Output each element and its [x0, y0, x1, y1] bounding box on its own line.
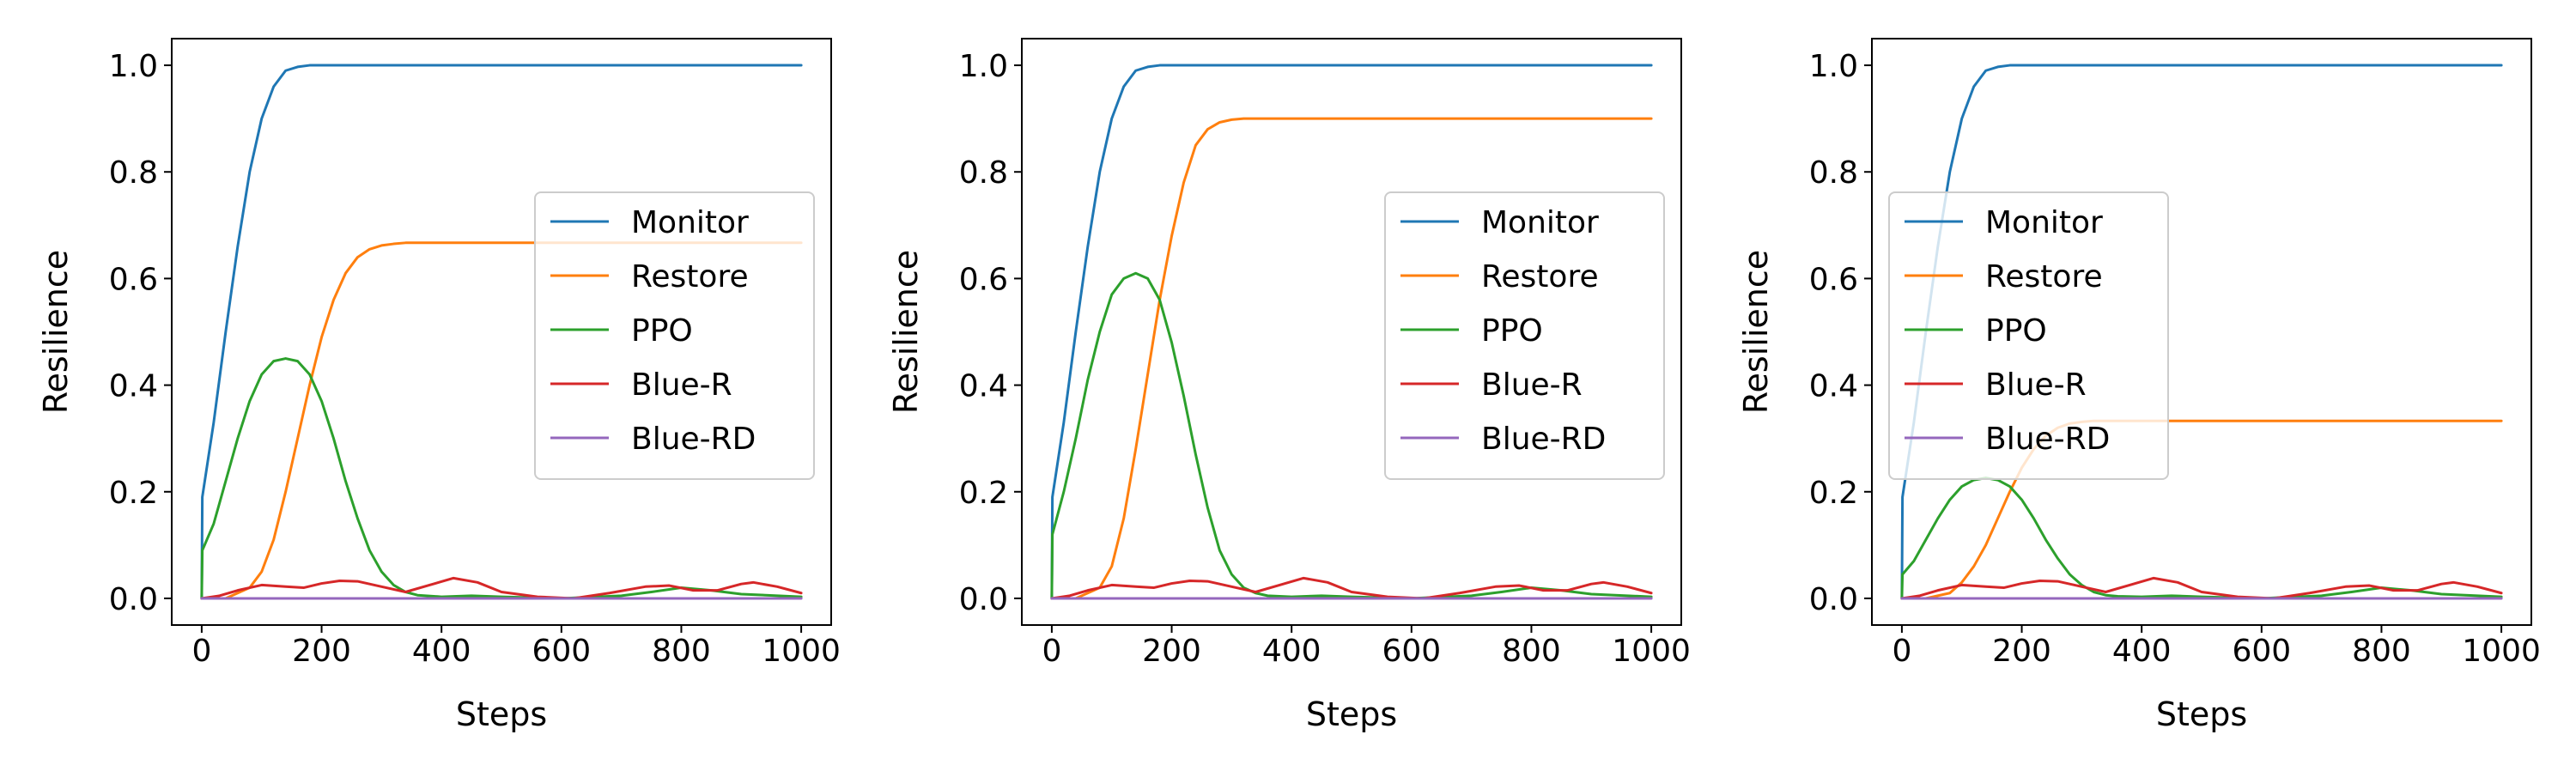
- plot-frame: [1871, 38, 2532, 626]
- y-tick-label: 0.4: [1809, 369, 1858, 404]
- y-tick-label: 0.2: [109, 476, 158, 511]
- series-line-blue-r: [1900, 576, 2503, 600]
- legend-box: [534, 191, 815, 480]
- x-tick-label: 1000: [762, 634, 841, 669]
- series-lines: [1050, 64, 1653, 600]
- legend-label-blue-rd: Blue-RD: [631, 422, 756, 457]
- y-tick-label: 0.8: [1809, 155, 1858, 191]
- x-tick-label: 400: [1262, 634, 1321, 669]
- x-tick-label: 800: [1502, 634, 1561, 669]
- x-tick-label: 800: [2352, 634, 2411, 669]
- y-axis-label: Resilience: [887, 250, 925, 414]
- legend-label-blue-r: Blue-R: [1985, 367, 2087, 403]
- x-tick-label: 0: [191, 634, 211, 669]
- plot-frame: [171, 38, 832, 626]
- x-axis-label: Steps: [2156, 695, 2247, 733]
- series-line-restore: [1050, 117, 1653, 600]
- x-tick-label: 600: [532, 634, 591, 669]
- x-tick-label: 800: [652, 634, 711, 669]
- legend: Monitor Restore PPO Blue-R Blue-RD: [1888, 191, 2169, 480]
- legend: Monitor Restore PPO Blue-R Blue-RD: [534, 191, 815, 480]
- y-tick-label: 0.8: [109, 155, 158, 191]
- x-tick-label: 200: [1992, 634, 2051, 669]
- series-line-monitor: [200, 64, 803, 600]
- series-line-ppo: [1900, 477, 2503, 600]
- legend-label-ppo: PPO: [1481, 313, 1543, 349]
- legend-label-ppo: PPO: [631, 313, 693, 349]
- series-line-blue-r: [200, 576, 803, 600]
- y-tick-label: 0.0: [959, 582, 1008, 617]
- y-tick-label: 1.0: [1809, 49, 1858, 84]
- legend-label-blue-rd: Blue-RD: [1985, 422, 2110, 457]
- series-line-ppo: [1050, 271, 1653, 600]
- legend-label-monitor: Monitor: [1985, 205, 2103, 240]
- series-line-ppo: [200, 357, 803, 600]
- y-tick-label: 1.0: [109, 49, 158, 84]
- series-lines: [200, 64, 803, 600]
- legend-label-blue-rd: Blue-RD: [1481, 422, 1606, 457]
- legend-box: [1888, 191, 2169, 480]
- x-tick-label: 600: [1382, 634, 1441, 669]
- y-tick-label: 0.4: [959, 369, 1008, 404]
- y-axis-label: Resilience: [1737, 250, 1775, 414]
- x-axis-label: Steps: [456, 695, 547, 733]
- y-tick-label: 1.0: [959, 49, 1008, 84]
- y-tick-label: 0.6: [109, 262, 158, 297]
- legend-label-restore: Restore: [1985, 259, 2103, 294]
- x-tick-label: 200: [292, 634, 351, 669]
- series-line-monitor: [1050, 64, 1653, 600]
- series-line-blue-r: [1050, 576, 1653, 600]
- x-tick-label: 200: [1142, 634, 1201, 669]
- legend: Monitor Restore PPO Blue-R Blue-RD: [1384, 191, 1665, 480]
- y-tick-label: 0.6: [959, 262, 1008, 297]
- y-tick-label: 0.2: [959, 476, 1008, 511]
- legend-label-ppo: PPO: [1985, 313, 2047, 349]
- legend-label-monitor: Monitor: [631, 205, 749, 240]
- legend-box: [1384, 191, 1665, 480]
- legend-label-monitor: Monitor: [1481, 205, 1599, 240]
- x-tick-label: 0: [1892, 634, 1911, 669]
- y-tick-label: 0.2: [1809, 476, 1858, 511]
- x-tick-label: 400: [412, 634, 471, 669]
- x-tick-label: 1000: [2462, 634, 2541, 669]
- y-axis-label: Resilience: [37, 250, 75, 414]
- y-tick-label: 0.6: [1809, 262, 1858, 297]
- y-tick-label: 0.0: [1809, 582, 1858, 617]
- y-tick-label: 0.0: [109, 582, 158, 617]
- x-tick-label: 0: [1042, 634, 1061, 669]
- chart-panel-1: 0 200 400 600 800 1000 0.0 0.2 0.4 0.6 0.8 1.0 Steps…: [37, 38, 841, 733]
- legend-label-blue-r: Blue-R: [1481, 367, 1583, 403]
- x-tick-label: 600: [2232, 634, 2291, 669]
- legend-label-blue-r: Blue-R: [631, 367, 732, 403]
- y-tick-label: 0.8: [959, 155, 1008, 191]
- chart-panel-3: 0 200 400 600 800 1000 0.0 0.2 0.4 0.6 0.8 1.0 Steps…: [1737, 38, 2541, 733]
- plot-frame: [1021, 38, 1682, 626]
- x-tick-label: 400: [2112, 634, 2172, 669]
- legend-label-restore: Restore: [631, 259, 749, 294]
- series-line-restore: [200, 241, 803, 600]
- legend-label-restore: Restore: [1481, 259, 1599, 294]
- x-tick-label: 1000: [1612, 634, 1691, 669]
- y-tick-label: 0.4: [109, 369, 158, 404]
- x-axis-label: Steps: [1306, 695, 1397, 733]
- chart-panel-2: 0 200 400 600 800 1000 0.0 0.2 0.4 0.6 0.8 1.0 Steps…: [887, 38, 1691, 733]
